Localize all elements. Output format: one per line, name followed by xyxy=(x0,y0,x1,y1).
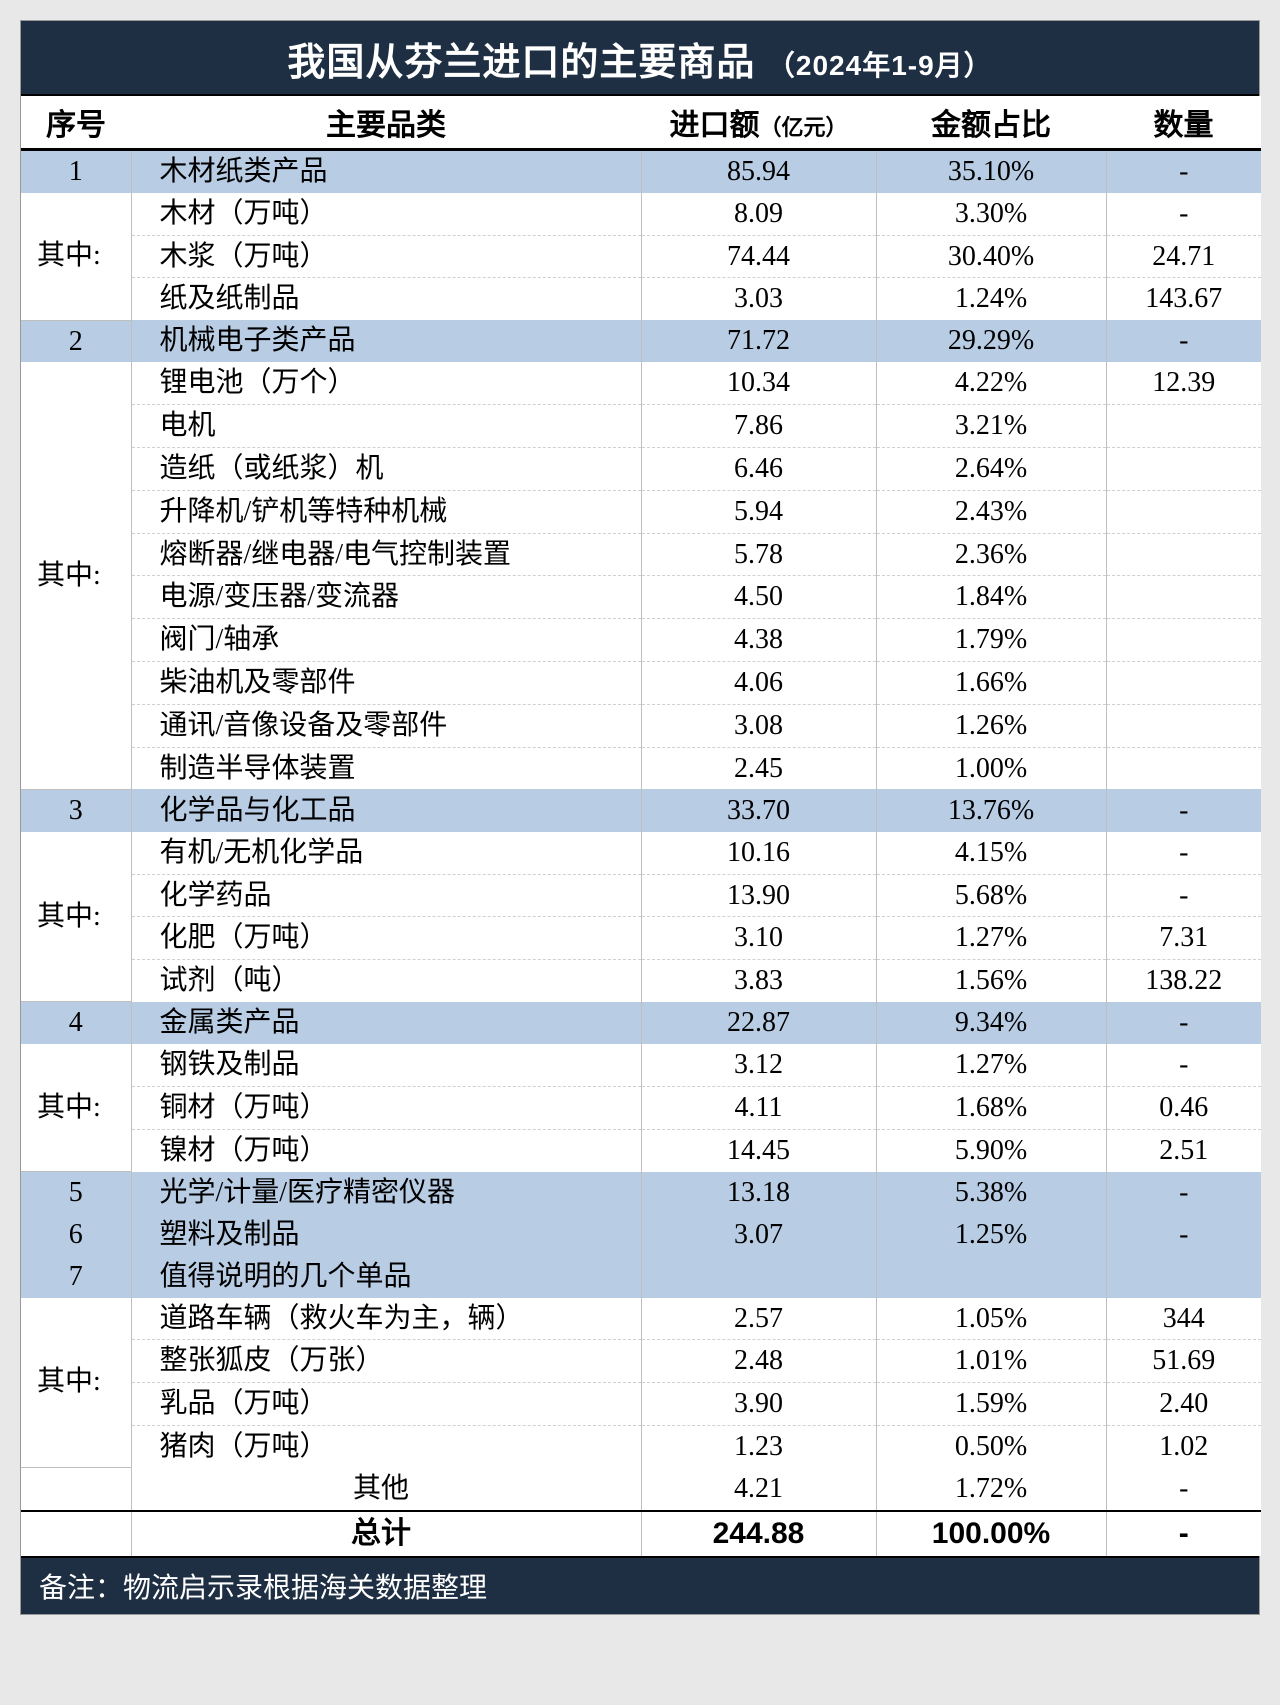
col-idx: 序号 xyxy=(21,96,131,150)
col-qty: 数量 xyxy=(1106,96,1261,150)
sub-row: 化肥（万吨）3.101.27%7.31 xyxy=(21,917,1261,960)
sub-row: 试剂（吨）3.831.56%138.22 xyxy=(21,960,1261,1002)
category-row: 7值得说明的几个单品 xyxy=(21,1256,1261,1298)
sub-row: 镍材（万吨）14.455.90%2.51 xyxy=(21,1129,1261,1171)
sub-row: 铜材（万吨）4.111.68%0.46 xyxy=(21,1087,1261,1130)
col-pct: 金额占比 xyxy=(876,96,1106,150)
title-main: 我国从芬兰进口的主要商品 xyxy=(287,42,755,84)
sub-row: 其中:钢铁及制品3.121.27%- xyxy=(21,1044,1261,1086)
data-table: 序号 主要品类 进口额（亿元） 金额占比 数量 1木材纸类产品85.9435.1… xyxy=(21,96,1261,1556)
group-label: 其中: xyxy=(21,193,131,320)
sub-row: 造纸（或纸浆）机6.462.64% xyxy=(21,448,1261,491)
group-label: 其中: xyxy=(21,832,131,1002)
import-table-sheet: 我国从芬兰进口的主要商品 （2024年1-9月） 序号 主要品类 进口额（亿元）… xyxy=(20,20,1260,1615)
total-row: 总计244.88100.00%- xyxy=(21,1511,1261,1557)
sub-row: 其中:锂电池（万个）10.344.22%12.39 xyxy=(21,362,1261,404)
sub-row: 柴油机及零部件4.061.66% xyxy=(21,662,1261,705)
sub-row: 电机7.863.21% xyxy=(21,405,1261,448)
table-body: 1木材纸类产品85.9435.10%-其中:木材（万吨）8.093.30%-木浆… xyxy=(21,150,1261,1557)
title-bar: 我国从芬兰进口的主要商品 （2024年1-9月） xyxy=(21,21,1259,96)
sub-row: 电源/变压器/变流器4.501.84% xyxy=(21,576,1261,619)
sub-row: 木浆（万吨）74.4430.40%24.71 xyxy=(21,235,1261,278)
sub-row: 整张狐皮（万张）2.481.01%51.69 xyxy=(21,1340,1261,1383)
group-label: 其中: xyxy=(21,1044,131,1171)
footer-note: 备注：物流启示录根据海关数据整理 xyxy=(21,1556,1259,1614)
category-row: 5光学/计量/医疗精密仪器13.185.38%- xyxy=(21,1172,1261,1214)
sub-row: 制造半导体装置2.451.00% xyxy=(21,747,1261,789)
category-row: 6塑料及制品3.071.25%- xyxy=(21,1214,1261,1256)
other-row: 其他4.211.72%- xyxy=(21,1468,1261,1511)
sub-row: 升降机/铲机等特种机械5.942.43% xyxy=(21,490,1261,533)
sub-row: 乳品（万吨）3.901.59%2.40 xyxy=(21,1383,1261,1426)
sub-row: 其中:道路车辆（救火车为主，辆）2.571.05%344 xyxy=(21,1298,1261,1340)
sub-row: 其中:有机/无机化学品10.164.15%- xyxy=(21,832,1261,874)
header-row: 序号 主要品类 进口额（亿元） 金额占比 数量 xyxy=(21,96,1261,150)
title-sub: （2024年1-9月） xyxy=(767,50,993,81)
col-name: 主要品类 xyxy=(131,96,641,150)
sub-row: 猪肉（万吨）1.230.50%1.02 xyxy=(21,1425,1261,1467)
category-row: 2机械电子类产品71.7229.29%- xyxy=(21,320,1261,362)
category-row: 4金属类产品22.879.34%- xyxy=(21,1002,1261,1044)
category-row: 1木材纸类产品85.9435.10%- xyxy=(21,150,1261,193)
category-row: 3化学品与化工品33.7013.76%- xyxy=(21,789,1261,831)
sub-row: 阀门/轴承4.381.79% xyxy=(21,619,1261,662)
col-amt: 进口额（亿元） xyxy=(641,96,876,150)
sub-row: 其中:木材（万吨）8.093.30%- xyxy=(21,193,1261,235)
sub-row: 通讯/音像设备及零部件3.081.26% xyxy=(21,704,1261,747)
group-label: 其中: xyxy=(21,362,131,789)
sub-row: 纸及纸制品3.031.24%143.67 xyxy=(21,278,1261,320)
sub-row: 熔断器/继电器/电气控制装置5.782.36% xyxy=(21,533,1261,576)
group-label: 其中: xyxy=(21,1298,131,1468)
sub-row: 化学药品13.905.68%- xyxy=(21,874,1261,917)
